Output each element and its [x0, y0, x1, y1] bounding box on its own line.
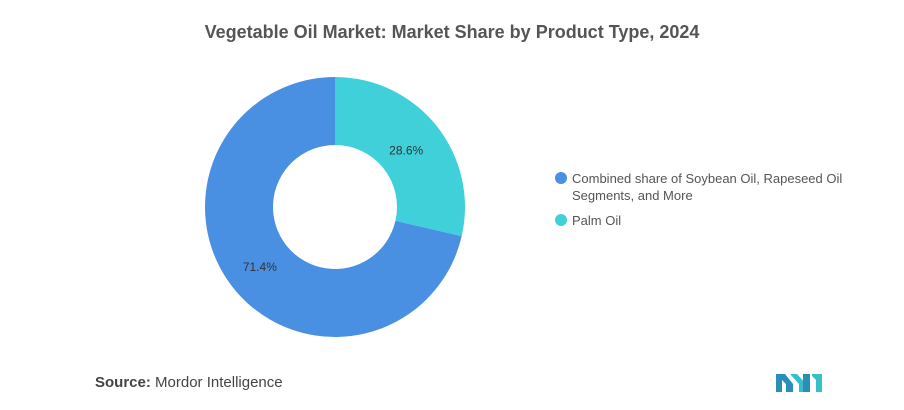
legend-label-palm-oil: Palm Oil	[572, 213, 622, 228]
legend-swatch-combined	[555, 172, 567, 184]
legend-label-combined: Combined share of Soybean Oil, Rapeseed …	[572, 171, 843, 203]
source-label: Source:	[95, 374, 151, 391]
legend-item-palm-oil: Palm Oil	[555, 212, 855, 229]
slice-label-palm-oil: 28.6%	[389, 143, 423, 157]
source-note: Source: Mordor Intelligence	[95, 374, 283, 391]
legend-swatch-palm-oil	[555, 214, 567, 226]
slice-label-combined: 71.4%	[243, 260, 277, 274]
mordor-logo-icon	[776, 374, 822, 392]
source-text: Mordor Intelligence	[155, 374, 283, 391]
slice-combined	[205, 77, 462, 337]
slice-palm-oil	[335, 77, 466, 237]
chart-legend: Combined share of Soybean Oil, Rapeseed …	[555, 170, 855, 237]
legend-item-combined: Combined share of Soybean Oil, Rapeseed …	[555, 170, 855, 204]
chart-title: Vegetable Oil Market: Market Share by Pr…	[204, 22, 700, 42]
